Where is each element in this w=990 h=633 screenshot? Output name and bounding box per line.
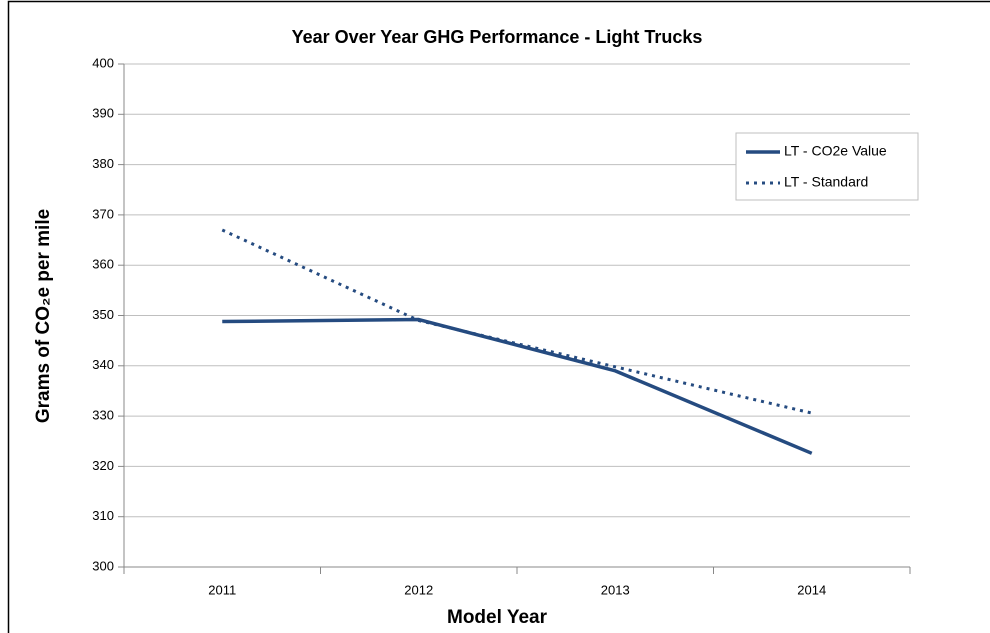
y-tick-label: 310 xyxy=(92,508,114,523)
y-tick-label: 360 xyxy=(92,257,114,272)
x-tick-label: 2013 xyxy=(601,582,630,597)
x-tick-label: 2011 xyxy=(208,582,236,597)
y-tick-label: 330 xyxy=(92,408,114,423)
y-tick-label: 350 xyxy=(92,307,114,322)
y-tick-label: 340 xyxy=(92,357,114,372)
x-tick-label: 2012 xyxy=(404,582,433,597)
legend-label: LT - CO2e Value xyxy=(784,143,887,159)
y-tick-label: 380 xyxy=(92,156,114,171)
series-line xyxy=(222,317,813,455)
y-tick-label: 390 xyxy=(92,106,114,121)
legend-box xyxy=(735,132,919,201)
x-axis-label: Model Year xyxy=(447,607,548,628)
y-tick-label: 300 xyxy=(92,558,114,573)
y-tick-label: 320 xyxy=(92,458,114,473)
y-tick-label: 370 xyxy=(92,206,114,221)
chart-frame xyxy=(7,0,990,633)
y-tick-label: 400 xyxy=(92,55,114,70)
x-tick-label: 2014 xyxy=(797,582,826,597)
y-axis-label: Grams of CO₂e per mile xyxy=(33,209,54,423)
chart-title: Year Over Year GHG Performance - Light T… xyxy=(292,27,703,47)
legend-label: LT - Standard xyxy=(784,174,868,190)
